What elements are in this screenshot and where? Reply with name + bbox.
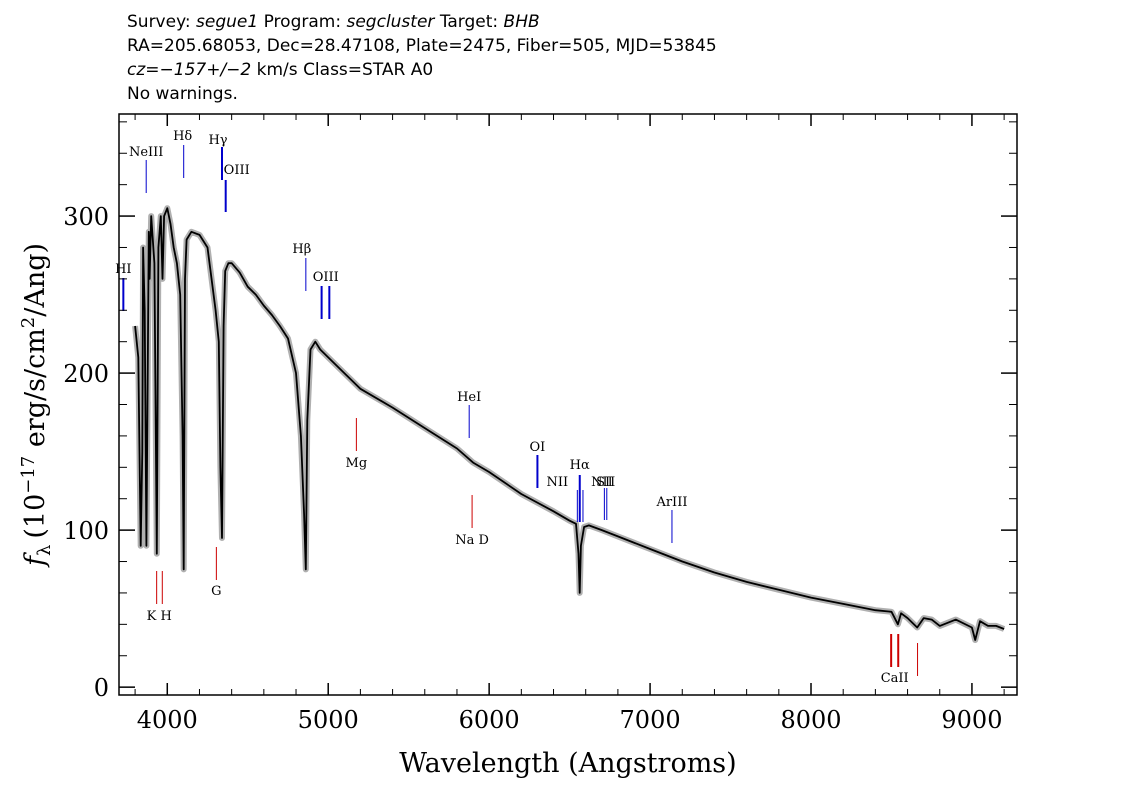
spectral-line-label: HI (115, 262, 131, 277)
plot-frame (118, 113, 1018, 696)
spectral-line-label: OI (530, 440, 546, 455)
y-axis: 0 100 200 300 (63, 121, 1017, 702)
header-line-3: cz=−157+/−2 km/s Class=STAR A0 (127, 58, 717, 82)
spectral-line-label: Hγ (208, 133, 227, 148)
spectral-line-label: CaII (881, 671, 909, 686)
y-axis-title-units-mid: erg/s/cm (20, 328, 51, 456)
x-tick-label: 4000 (137, 706, 198, 734)
spectral-line-label: OIII (313, 270, 339, 285)
y-axis-title-subscript: λ (34, 545, 55, 556)
y-axis-title-symbol: f (20, 552, 51, 568)
redshift-units: km/s (256, 60, 298, 80)
target-value: BHB (503, 12, 540, 32)
spectral-line-label: Na D (455, 533, 489, 548)
x-tick-label: 6000 (459, 706, 520, 734)
error-band (132, 205, 1006, 643)
class-value: Class=STAR A0 (303, 60, 434, 80)
target-label: Target: (439, 12, 499, 32)
error-band-layer (132, 205, 1006, 643)
y-axis-title: fλ (10−17 erg/s/cm2/Ang) (18, 243, 55, 568)
spectral-line-label: Hδ (173, 129, 192, 144)
spectral-line-label: ArIII (655, 495, 687, 510)
x-axis-title: Wavelength (Angstroms) (399, 748, 736, 779)
spectral-line-label: NII (591, 475, 613, 490)
y-tick-label: 100 (63, 517, 109, 545)
spectrum-header: Survey: segue1 Program: segcluster Targe… (127, 10, 717, 106)
x-tick-label: 7000 (620, 706, 681, 734)
x-tick-label: 5000 (298, 706, 359, 734)
spectral-line-label: NII (547, 475, 569, 490)
spectrum-line (134, 207, 1005, 641)
spectral-line-label: SII (596, 475, 615, 490)
spectral-line-label: NeIII (129, 145, 163, 160)
x-tick-label: 8000 (780, 706, 841, 734)
survey-value: segue1 (196, 12, 259, 32)
y-tick-label: 200 (63, 360, 109, 388)
y-tick-label: 0 (94, 674, 109, 702)
spectral-line-label: Hα (570, 458, 590, 473)
header-line-1: Survey: segue1 Program: segcluster Targe… (127, 10, 717, 34)
program-value: segcluster (346, 12, 435, 32)
survey-label: Survey: (127, 12, 191, 32)
y-axis-title-exponent-2: 2 (18, 317, 39, 328)
x-axis: 4000 5000 6000 7000 8000 9000 (134, 114, 1005, 734)
spectral-line-label: OIII (224, 163, 250, 178)
y-tick-label: 300 (63, 203, 109, 231)
program-label: Program: (263, 12, 342, 32)
y-axis-title-units-start: (10 (20, 494, 51, 539)
spectrum-layer (134, 207, 1005, 641)
spectral-line-label: Mg (346, 456, 368, 471)
spectral-line-label: Hβ (292, 242, 311, 257)
spectral-line-label: G (211, 584, 221, 599)
spectral-line-label: K H (147, 609, 172, 624)
warnings-text: No warnings. (127, 84, 238, 104)
redshift-value: cz=−157+/−2 (127, 60, 252, 80)
spectral-line-label: HeI (457, 390, 481, 405)
header-line-2: RA=205.68053, Dec=28.47108, Plate=2475, … (127, 36, 717, 56)
y-axis-title-exponent: −17 (18, 456, 39, 494)
y-axis-title-units-end: /Ang) (20, 243, 51, 317)
x-tick-label: 9000 (941, 706, 1002, 734)
